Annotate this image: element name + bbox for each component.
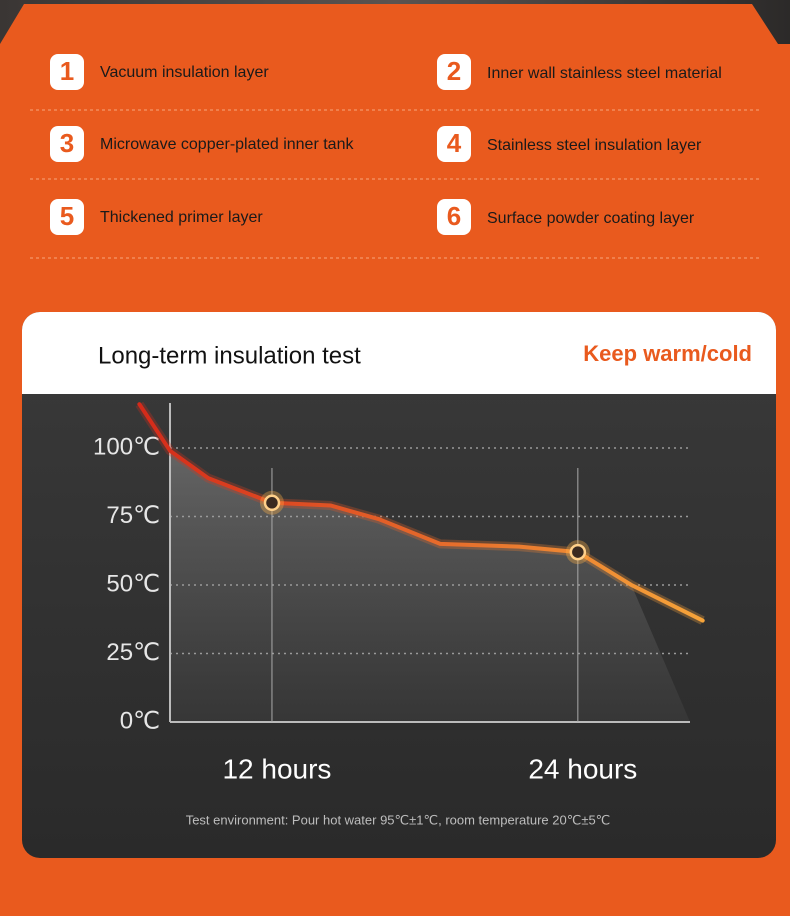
chart-title: Long-term insulation test bbox=[98, 342, 361, 369]
y-tick-label: 100℃ bbox=[93, 433, 160, 460]
chart-subtitle: Keep warm/cold bbox=[583, 341, 752, 366]
y-tick-label: 50℃ bbox=[106, 570, 160, 597]
number-badge bbox=[437, 199, 471, 235]
feature-list: 1 Vacuum insulation layer 2 Inner wall stai… bbox=[30, 54, 760, 259]
number-badge bbox=[50, 126, 84, 162]
feature-label: Thickened primer layer bbox=[100, 209, 263, 226]
badge-number: 3 bbox=[60, 128, 74, 158]
number-badge bbox=[50, 54, 84, 90]
y-tick-label: 75℃ bbox=[106, 502, 160, 529]
feature-label: Microwave copper-plated inner tank bbox=[100, 136, 354, 153]
badge-number: 4 bbox=[447, 128, 462, 158]
line bbox=[137, 402, 705, 623]
feature-label: Inner wall stainless steel material bbox=[487, 65, 722, 82]
number-badge bbox=[437, 54, 471, 90]
x-tick-label: 24 hours bbox=[528, 753, 637, 784]
plot: 0℃ 25℃ 50℃ 75℃ 100℃ 12 hours 24 hours bbox=[93, 401, 705, 784]
feature-label: Stainless steel insulation layer bbox=[487, 137, 702, 154]
x-tick-label: 12 hours bbox=[222, 753, 331, 784]
number-badge bbox=[437, 126, 471, 162]
feature-label: Surface powder coating layer bbox=[487, 210, 695, 227]
marker bbox=[263, 494, 281, 512]
card-header bbox=[22, 312, 776, 394]
marker bbox=[569, 543, 587, 561]
badge-number: 1 bbox=[60, 56, 74, 86]
feature-label: Vacuum insulation layer bbox=[100, 64, 269, 81]
number-badge bbox=[50, 199, 84, 235]
badge-number: 5 bbox=[60, 201, 74, 231]
y-tick-label: 25℃ bbox=[106, 639, 160, 666]
badge-number: 6 bbox=[447, 201, 461, 231]
badge-number: 2 bbox=[447, 56, 461, 86]
test-note: Test environment: Pour hot water 95℃±1℃,… bbox=[186, 812, 611, 827]
y-tick-label: 0℃ bbox=[120, 707, 160, 734]
